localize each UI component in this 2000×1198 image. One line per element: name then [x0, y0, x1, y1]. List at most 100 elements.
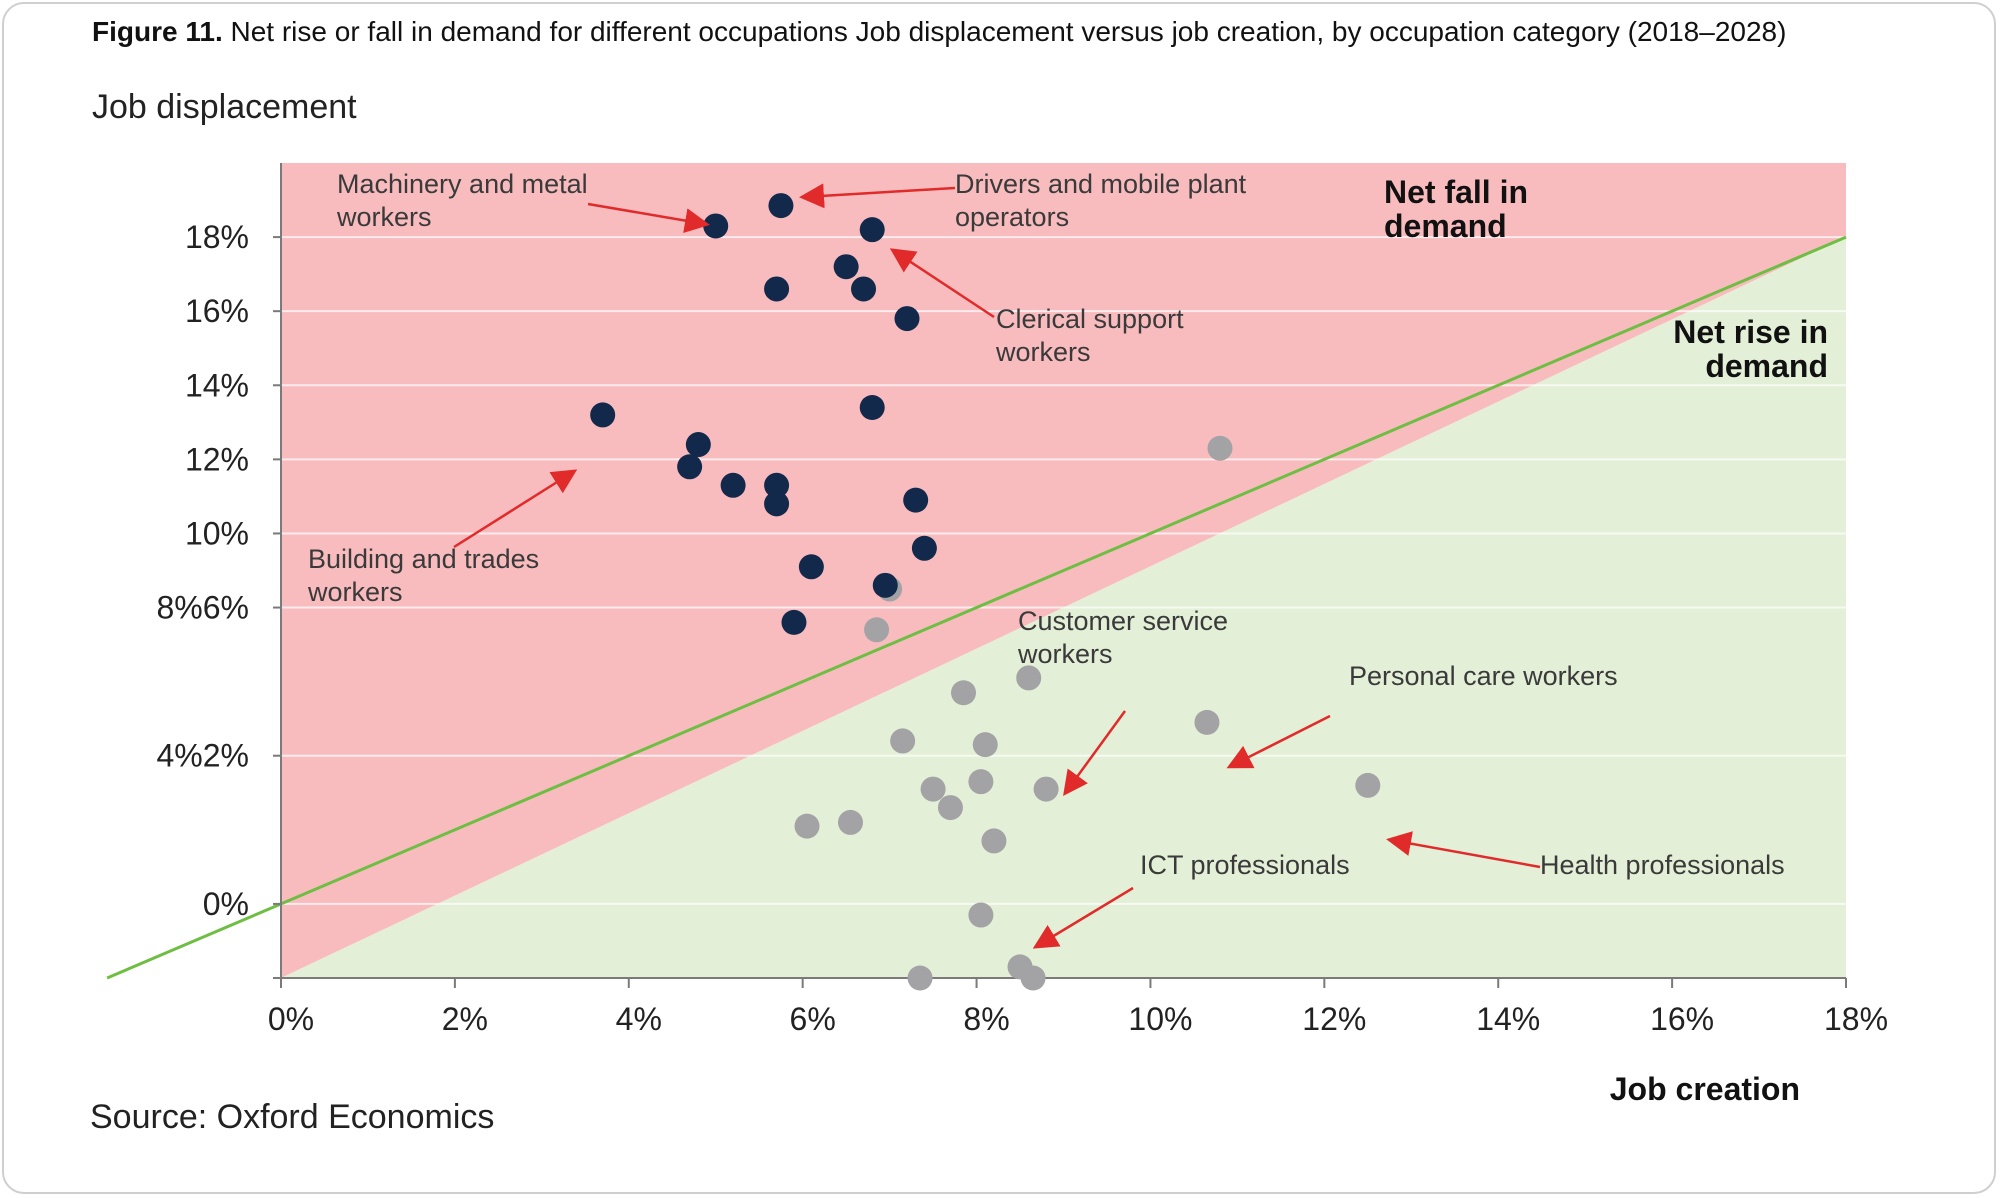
- x-tick-label: 6%: [790, 1001, 836, 1037]
- annotation-arrow: [1063, 710, 1127, 797]
- annotation-line: operators: [955, 202, 1069, 232]
- x-axis-title: Job creation: [1610, 1071, 1800, 1107]
- annotation-arrow: [1386, 831, 1541, 869]
- fall-point: [764, 472, 790, 498]
- figure-title-text: Net rise or fall in demand for different…: [230, 16, 1787, 47]
- rise-point: [951, 680, 977, 706]
- y-axis-ticks: 18% 16% 14% 12% 10% 8%6% 4%2% 0%: [157, 219, 281, 979]
- annotation-label: Building and trades workers: [307, 544, 539, 607]
- rise-point: [1207, 435, 1233, 461]
- gridlines: [281, 236, 1846, 905]
- rise-point: [920, 776, 946, 802]
- annotation-label: ICT professionals: [1140, 850, 1350, 880]
- annotation-line: Personal care workers: [1349, 661, 1618, 691]
- fall-point: [677, 454, 703, 480]
- rise-point: [890, 728, 916, 754]
- fall-point: [685, 432, 711, 458]
- y-tick-label: 16%: [185, 293, 249, 329]
- figure-title: Figure 11. Net rise or fall in demand fo…: [92, 16, 1786, 48]
- net-rise-region: [281, 237, 1846, 978]
- annotation-line: ICT professionals: [1140, 850, 1350, 880]
- rise-point: [1016, 665, 1042, 691]
- rise-point: [907, 965, 933, 991]
- y-tick-label: 0%: [203, 886, 249, 922]
- rise-point: [981, 828, 1007, 854]
- fall-point: [798, 554, 824, 580]
- source-note: Source: Oxford Economics: [90, 1098, 495, 1136]
- rise-point: [837, 809, 863, 835]
- annotation-label: Health professionals: [1540, 850, 1785, 880]
- x-tick-label: 4%: [616, 1001, 662, 1037]
- annotation-arrow: [1226, 714, 1331, 769]
- fall-point: [859, 217, 885, 243]
- fall-point: [768, 193, 794, 219]
- fall-point: [781, 609, 807, 635]
- fall-point: [903, 487, 929, 513]
- fall-point: [872, 572, 898, 598]
- rise-point: [794, 813, 820, 839]
- x-tick-label: 10%: [1128, 1001, 1192, 1037]
- y-axis-label: Job displacement: [92, 88, 357, 126]
- rise-point: [968, 902, 994, 928]
- y-tick-label: 14%: [185, 367, 249, 403]
- rise-point: [972, 732, 998, 758]
- fall-point: [590, 402, 616, 428]
- y-tick-label: 4%2%: [157, 738, 250, 774]
- annotation-line: Machinery and metal: [337, 169, 588, 199]
- annotation-arrow: [453, 469, 578, 549]
- x-tick-label: 0%: [268, 1001, 314, 1037]
- x-tick-label: 2%: [442, 1001, 488, 1037]
- data-points: [590, 193, 1381, 991]
- x-tick-label: 14%: [1476, 1001, 1540, 1037]
- annotation-arrow: [587, 202, 710, 233]
- x-axis-ticks: 0% 2% 4% 6% 8% 10% 12% 14% 16% 18%: [268, 978, 1888, 1037]
- annotation-arrow: [889, 248, 995, 319]
- figure-label: Figure 11.: [92, 16, 223, 47]
- annotation-label: Machinery and metal workers: [336, 169, 588, 232]
- rise-point: [937, 795, 963, 821]
- fall-point: [833, 254, 859, 280]
- y-tick-label: 12%: [185, 441, 249, 477]
- annotation-line: Health professionals: [1540, 850, 1785, 880]
- annotation-arrow: [1032, 886, 1134, 949]
- rise-point: [968, 769, 994, 795]
- fall-point: [720, 472, 746, 498]
- annotation-label: Drivers and mobile plant operators: [955, 169, 1247, 232]
- fall-point: [764, 276, 790, 302]
- annotation-label: Personal care workers: [1349, 661, 1618, 691]
- y-tick-label: 10%: [185, 515, 249, 551]
- fall-point: [859, 395, 885, 420]
- region-label-net-rise: demand: [1705, 348, 1828, 384]
- annotation-line: Building and trades: [308, 544, 539, 574]
- annotation-line: workers: [995, 337, 1091, 367]
- rise-point: [864, 617, 890, 643]
- fall-point: [851, 276, 877, 302]
- region-label-net-fall: Net fall in: [1384, 174, 1528, 210]
- x-tick-label: 8%: [963, 1001, 1009, 1037]
- annotation-line: workers: [1017, 639, 1113, 669]
- fall-point: [894, 306, 920, 332]
- annotation-line: Customer service: [1018, 606, 1228, 636]
- break-even-line: [106, 235, 1847, 980]
- fall-point: [764, 491, 790, 517]
- rise-point: [1194, 709, 1220, 735]
- fall-point: [703, 213, 729, 239]
- region-label-net-fall: demand: [1384, 208, 1507, 244]
- annotation-label: Customer service workers: [1017, 606, 1228, 669]
- y-tick-label: 18%: [185, 219, 249, 255]
- region-label-net-rise: Net rise in: [1673, 314, 1828, 350]
- annotation-line: workers: [336, 202, 432, 232]
- annotation-line: workers: [307, 577, 403, 607]
- annotation-arrow: [799, 183, 956, 209]
- x-tick-label: 12%: [1302, 1001, 1366, 1037]
- rise-point: [1355, 772, 1381, 798]
- annotation-label: Clerical support workers: [995, 304, 1184, 367]
- rise-point: [1033, 776, 1059, 802]
- rise-point: [1020, 965, 1046, 991]
- x-tick-label: 18%: [1824, 1001, 1888, 1037]
- y-tick-label: 8%6%: [157, 590, 250, 626]
- annotation-line: Drivers and mobile plant: [955, 169, 1247, 199]
